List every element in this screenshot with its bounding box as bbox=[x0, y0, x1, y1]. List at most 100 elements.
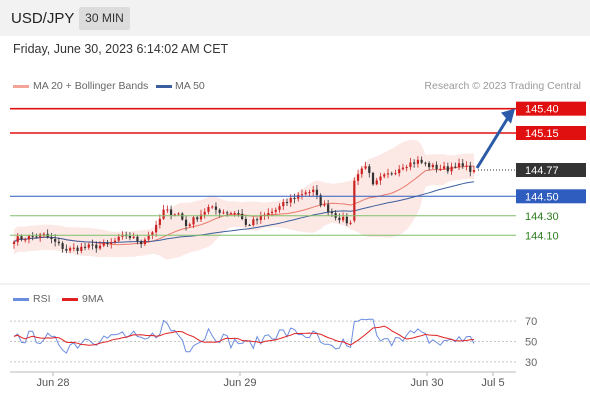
ma9-legend-swatch bbox=[62, 298, 78, 301]
candle-body bbox=[27, 235, 31, 240]
candle-body bbox=[244, 219, 247, 225]
candle-body bbox=[465, 165, 468, 167]
candle-body bbox=[424, 162, 427, 164]
candle-body bbox=[50, 237, 53, 240]
candle-body bbox=[166, 209, 169, 211]
candle-body bbox=[102, 242, 105, 246]
candle-body bbox=[83, 246, 87, 248]
candle-body bbox=[95, 244, 98, 249]
candle-body bbox=[177, 213, 180, 215]
resistance-label: 145.15 bbox=[525, 128, 559, 140]
ma9-legend-label: 9MA bbox=[82, 293, 104, 305]
candle-body bbox=[353, 180, 356, 221]
candle-body bbox=[218, 209, 221, 213]
candle-body bbox=[113, 240, 117, 243]
candle-body bbox=[289, 198, 292, 203]
top-bar: USD/JPY 30 MIN bbox=[0, 0, 590, 36]
candle-body bbox=[383, 174, 386, 177]
candle-body bbox=[121, 234, 124, 237]
candle-body bbox=[342, 216, 345, 221]
timeframe-badge[interactable]: 30 MIN bbox=[79, 7, 130, 30]
candle-body bbox=[405, 167, 408, 169]
candle-body bbox=[12, 242, 16, 245]
ma20-legend-label: MA 20 + Bollinger Bands bbox=[33, 80, 149, 92]
candle-body bbox=[31, 235, 34, 237]
rsi-tick-label: 30 bbox=[525, 357, 537, 369]
ma50-line bbox=[13, 181, 475, 244]
candle-body bbox=[143, 239, 146, 245]
candle-body bbox=[428, 163, 431, 168]
candle-body bbox=[360, 168, 363, 175]
candle-body bbox=[282, 202, 285, 207]
candle-body bbox=[390, 173, 393, 175]
candle-body bbox=[319, 195, 322, 206]
candle-body bbox=[315, 189, 319, 196]
candle-body bbox=[293, 198, 296, 200]
resistance-tag bbox=[516, 101, 586, 116]
credit-text: Research © 2023 Trading Central bbox=[424, 80, 581, 92]
time-tick-label: Jun 30 bbox=[410, 377, 443, 389]
candle-body bbox=[413, 162, 416, 164]
candle-body bbox=[435, 164, 438, 170]
candle-body bbox=[285, 202, 289, 204]
candle-body bbox=[106, 242, 109, 244]
time-tick-label: Jul 5 bbox=[481, 377, 504, 389]
candle-body bbox=[338, 217, 341, 221]
candle-body bbox=[439, 168, 442, 170]
candle-body bbox=[461, 163, 464, 167]
candle-body bbox=[267, 213, 270, 215]
candle-body bbox=[431, 164, 434, 168]
candle-body bbox=[349, 222, 352, 224]
candle-body bbox=[454, 166, 457, 168]
ma50-legend-label: MA 50 bbox=[175, 80, 205, 92]
candle-body bbox=[237, 213, 240, 215]
candle-body bbox=[87, 244, 90, 248]
resistance-label: 145.40 bbox=[525, 104, 559, 116]
candle-body bbox=[199, 214, 203, 220]
candle-body bbox=[330, 211, 333, 214]
candle-body bbox=[140, 241, 143, 245]
candle-body bbox=[416, 159, 420, 164]
candle-body bbox=[42, 233, 46, 235]
rsi-ma-line bbox=[13, 325, 475, 346]
ma20-legend-swatch bbox=[13, 85, 29, 88]
candle-body bbox=[192, 217, 195, 225]
current-price-label: 144.77 bbox=[525, 165, 559, 177]
time-tick-label: Jun 29 bbox=[223, 377, 256, 389]
candle-body bbox=[98, 245, 102, 249]
pivot-label: 144.50 bbox=[525, 191, 559, 203]
candle-body bbox=[76, 247, 79, 252]
rsi-panel: 70 50 30 bbox=[0, 283, 590, 369]
candle-body bbox=[233, 213, 236, 215]
time-axis: Jun 28 Jun 29 Jun 30 Jul 5 bbox=[10, 371, 516, 389]
candle-body bbox=[241, 213, 244, 220]
candle-body bbox=[80, 246, 83, 252]
candle-body bbox=[158, 218, 161, 225]
candle-body bbox=[312, 189, 315, 193]
timestamp: Friday, June 30, 2023 6:14:02 AM CET bbox=[13, 42, 229, 56]
candle-body bbox=[61, 243, 64, 249]
candle-body bbox=[207, 207, 210, 212]
ma50-legend-swatch bbox=[156, 85, 172, 88]
candle-body bbox=[259, 215, 262, 220]
candle-body bbox=[371, 172, 375, 185]
candle-body bbox=[345, 216, 348, 224]
candle-body bbox=[450, 166, 453, 172]
rsi-tick-label: 50 bbox=[525, 337, 537, 349]
candle-body bbox=[203, 211, 206, 215]
current-price-tag bbox=[516, 163, 586, 178]
bollinger-bands bbox=[14, 139, 474, 260]
candle-body bbox=[229, 213, 233, 215]
candle-body bbox=[255, 219, 259, 221]
candle-body bbox=[136, 236, 139, 242]
candle-body bbox=[252, 219, 255, 226]
candle-body bbox=[323, 204, 326, 206]
forecast-arrow-shaft bbox=[475, 116, 510, 169]
candle-body bbox=[270, 211, 274, 214]
candle-body bbox=[24, 239, 27, 241]
candle-body bbox=[110, 242, 113, 244]
candle-body bbox=[300, 194, 304, 196]
candle-body bbox=[132, 236, 135, 238]
candle-body bbox=[214, 206, 218, 210]
